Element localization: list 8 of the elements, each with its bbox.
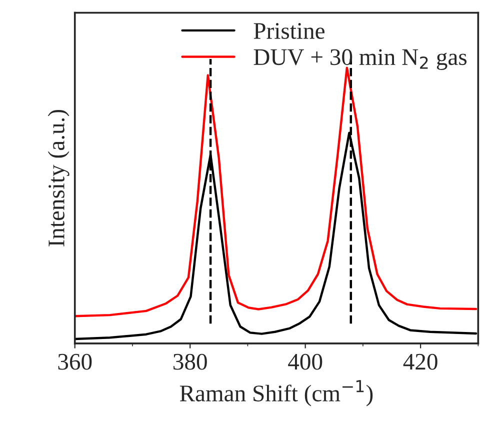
x-axis-title: Raman Shift (cm$^{−1}$) bbox=[180, 380, 373, 406]
x-tick-label: 400 bbox=[288, 354, 322, 370]
legend-label: DUV + 30 min N$_{2}$ gas bbox=[254, 49, 467, 70]
y-axis-title: Intensity (a.u.) bbox=[48, 110, 70, 246]
x-tick-label: 380 bbox=[174, 354, 207, 370]
x-tick-label: 420 bbox=[403, 354, 438, 370]
x-tick-label: 360 bbox=[58, 354, 92, 370]
legend-label: Pristine bbox=[254, 23, 324, 39]
